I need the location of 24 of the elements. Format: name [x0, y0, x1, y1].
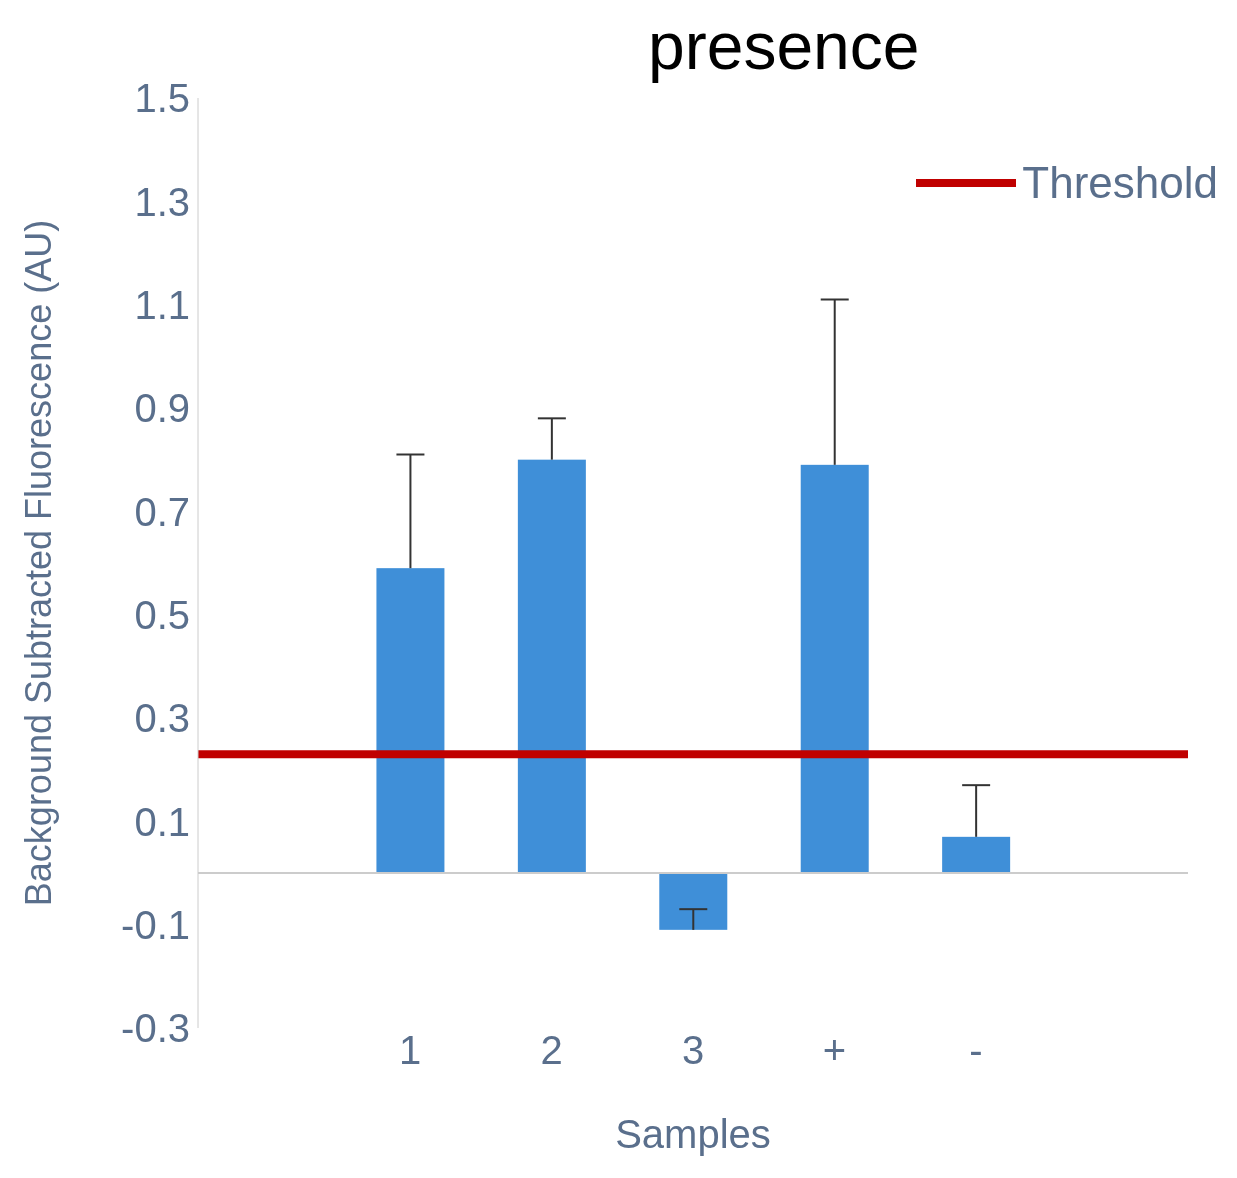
bar	[659, 873, 728, 930]
y-tick-label: 0.9	[134, 386, 190, 431]
y-tick-label: 1.1	[134, 282, 190, 327]
x-tick-label: 1	[399, 1028, 422, 1073]
legend-label: Threshold	[1022, 158, 1218, 208]
chart-title: presence	[648, 8, 920, 84]
y-tick-label: 0.1	[134, 799, 190, 844]
y-tick-label: 1.5	[134, 76, 190, 121]
bar	[800, 464, 869, 873]
x-tick-label: +	[822, 1028, 847, 1073]
y-tick-label: -0.3	[121, 1006, 190, 1051]
y-axis-title: Background Subtracted Fluorescence (AU)	[17, 219, 59, 907]
y-tick-label: 0.7	[134, 489, 190, 534]
y-tick-label: -0.1	[121, 902, 190, 947]
y-tick-label: 0.5	[134, 592, 190, 637]
x-tick-label: -	[969, 1028, 983, 1073]
y-tick-label: 1.3	[134, 179, 190, 224]
x-tick-label: 2	[540, 1028, 563, 1073]
bar	[517, 459, 586, 873]
x-tick-label: 3	[681, 1028, 705, 1073]
x-axis-title: Samples	[615, 1112, 771, 1156]
bar	[942, 836, 1011, 873]
y-tick-label: 0.3	[134, 696, 190, 741]
bar	[376, 568, 445, 873]
